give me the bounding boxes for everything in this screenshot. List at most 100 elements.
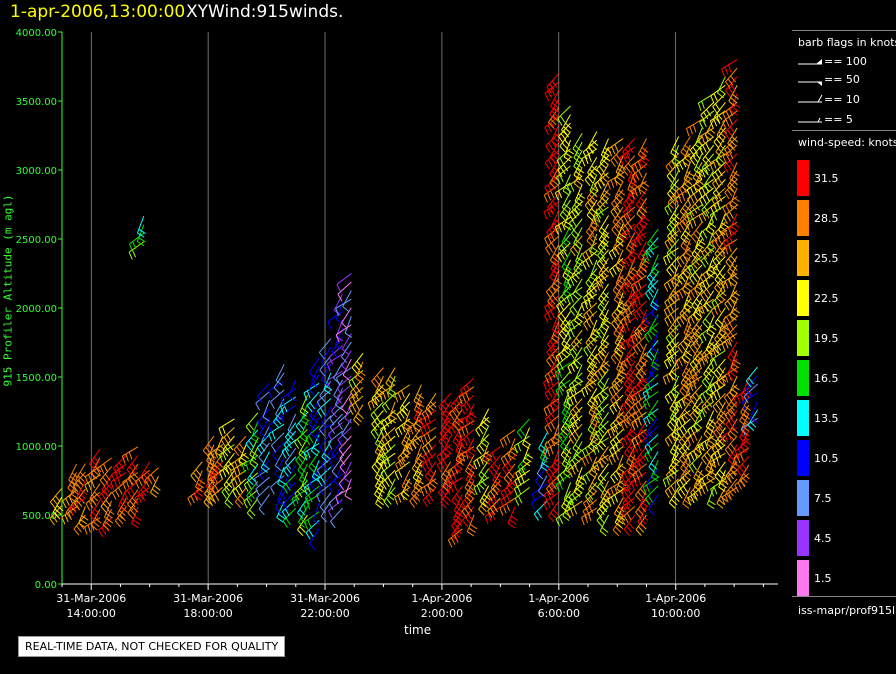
wind-barb-flag [598,405,605,413]
wind-barb-shaft [693,435,703,453]
wind-barb-shaft [725,478,738,494]
wind-barb-flag [685,175,693,181]
wind-barb-flag [558,482,564,490]
wind-barb-flag [517,443,522,452]
wind-barb-flag [669,421,676,428]
wind-barb-flag [541,462,550,468]
wind-barb-flag [714,171,720,179]
wind-barb-flag [729,392,737,398]
wind-barb-flag [631,422,636,431]
wind-barb-flag [576,257,585,263]
wind-barb-shaft [558,233,571,249]
wind-barb-shaft [499,497,516,509]
wind-barb-flag [75,478,83,485]
wind-barb-shaft [552,312,560,331]
wind-barb-shaft [321,449,332,466]
wind-barb-flag [733,102,741,109]
wind-barb-flag [611,146,616,155]
wind-barb-shaft [646,468,659,484]
wind-barb-flag [379,463,385,472]
wind-barb-flag [617,373,626,379]
wind-barb-flag [573,174,581,181]
wind-barb-flag [728,244,732,253]
wind-barb-flag [546,351,552,359]
wind-barb-shaft [597,463,609,479]
wind-barb-shaft [706,427,715,445]
wind-barb-flag [626,389,633,396]
wind-barb-shaft [295,446,308,461]
wind-barb-flag [726,146,733,154]
wind-barb-flag [446,486,451,495]
wind-barb-flag [637,460,642,469]
wind-barb-flag [600,346,607,354]
wind-barb-flag [726,407,733,415]
wind-barb-shaft [558,422,571,437]
wind-barb-flag [601,364,609,371]
wind-barb-flag [717,177,723,185]
wind-barb-flag [278,513,286,520]
wind-barb-flag [715,189,722,197]
wind-barb-flag [692,343,699,351]
wind-barb-flag [601,273,607,282]
wind-barb-shaft [557,105,571,119]
wind-barb-flag [573,456,580,463]
wind-barb-shaft [318,338,332,353]
wind-barb-flag [576,197,584,203]
wind-barb-flag [617,305,626,311]
wind-barb-flag [405,478,413,485]
wind-barb-flag [646,416,651,425]
wind-barb-shaft [587,157,598,174]
wind-barb-flag [702,333,707,341]
wind-barb-flag [709,350,713,359]
wind-barb-flag [586,377,594,384]
wind-barb-flag [745,380,752,388]
wind-barb-flag [514,445,518,454]
wind-barb-flag [504,465,511,473]
wind-barb-flag [616,368,624,374]
wind-barb-shaft [245,412,259,427]
wind-barb-flag [570,294,574,303]
wind-barb-flag [726,373,734,381]
wind-barb-shaft [610,386,624,400]
wind-barb-flag [561,352,568,359]
wind-barb-shaft [144,467,159,481]
legend-barb-label: == 10 [824,93,860,106]
wind-barb-flag [461,453,466,462]
wind-barb-flag [598,426,605,434]
wind-barb-flag [736,469,743,477]
wind-barb-flag [546,471,552,479]
wind-barb-flag [718,131,726,138]
wind-barb-shaft [703,290,715,306]
wind-barb-flag [673,213,680,220]
wind-barb-flag [237,459,242,467]
wind-barb-flag [716,390,721,398]
wind-barb-flag [680,476,688,483]
wind-barb-flag [100,506,107,513]
wind-barb-flag [118,487,123,495]
wind-barb-flag [259,444,266,452]
wind-barb-flag [729,160,735,168]
wind-barb-shaft [546,73,560,88]
wind-barb-flag [337,422,343,430]
wind-barb-flag [443,400,450,408]
wind-barb-flag [572,148,580,155]
wind-barb-flag [114,471,119,480]
wind-barb-flag [627,145,634,153]
wind-barb-flag [713,453,719,461]
wind-barb-flag [117,469,122,478]
wind-barb-flag [549,405,556,412]
wind-barb-flag [691,330,698,338]
wind-barb-flag [69,484,77,491]
wind-barb-shaft [78,506,86,524]
wind-barb-flag [740,412,748,419]
x-tick-date: 31-Mar-2006 [56,592,126,605]
wind-barb-shaft [586,345,598,362]
wind-barb-flag [645,292,651,301]
wind-barb-flag [399,408,407,415]
wind-barb-flag [438,491,444,499]
wind-barb-flag [706,332,714,338]
wind-barb-flag [728,404,735,411]
wind-barb-flag [358,370,366,377]
wind-barb-flag [637,384,644,391]
wind-barb-flag [677,491,683,499]
